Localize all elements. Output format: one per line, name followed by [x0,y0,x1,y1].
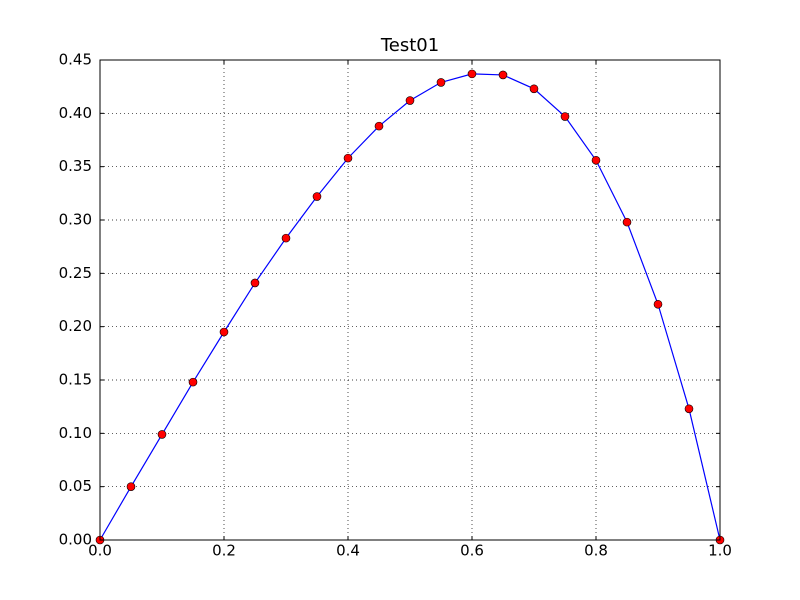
data-point [312,192,322,201]
x-tick-label: 0.6 [460,542,484,560]
y-tick-label: 0.45 [59,51,92,69]
data-point [467,69,477,79]
data-point [343,153,353,163]
y-tick-label: 0.25 [59,264,92,282]
y-tick-label: 0.30 [59,211,92,229]
x-tick-label: 1.0 [708,542,732,560]
plot-frame [99,59,721,541]
y-tick-label: 0.40 [59,104,92,122]
chart-title: Test01 [380,35,439,56]
x-tick-label: 0.2 [212,542,236,560]
y-tick-label: 0.05 [59,477,92,495]
x-tick-label: 0.8 [584,542,608,560]
x-tick-label: 0.0 [88,542,112,560]
x-tick-label: 0.4 [336,542,360,560]
y-tick-label: 0.10 [59,424,92,442]
data-point [436,78,446,87]
data-point [188,377,198,387]
y-tick-label: 0.00 [59,531,92,549]
data-point [250,278,260,288]
data-point [498,70,508,80]
data-point [591,155,601,165]
y-tick-label: 0.20 [59,317,92,335]
data-point [219,327,229,337]
y-tick-label: 0.15 [59,371,92,389]
data-point [281,233,291,243]
data-point [405,96,415,105]
data-point [622,217,632,227]
data-point [653,299,663,309]
data-point [126,482,136,491]
data-point [560,112,570,121]
data-point [374,121,384,131]
data-point [157,430,167,439]
y-tick-label: 0.35 [59,157,92,175]
data-point [684,404,694,414]
data-point [529,84,539,94]
